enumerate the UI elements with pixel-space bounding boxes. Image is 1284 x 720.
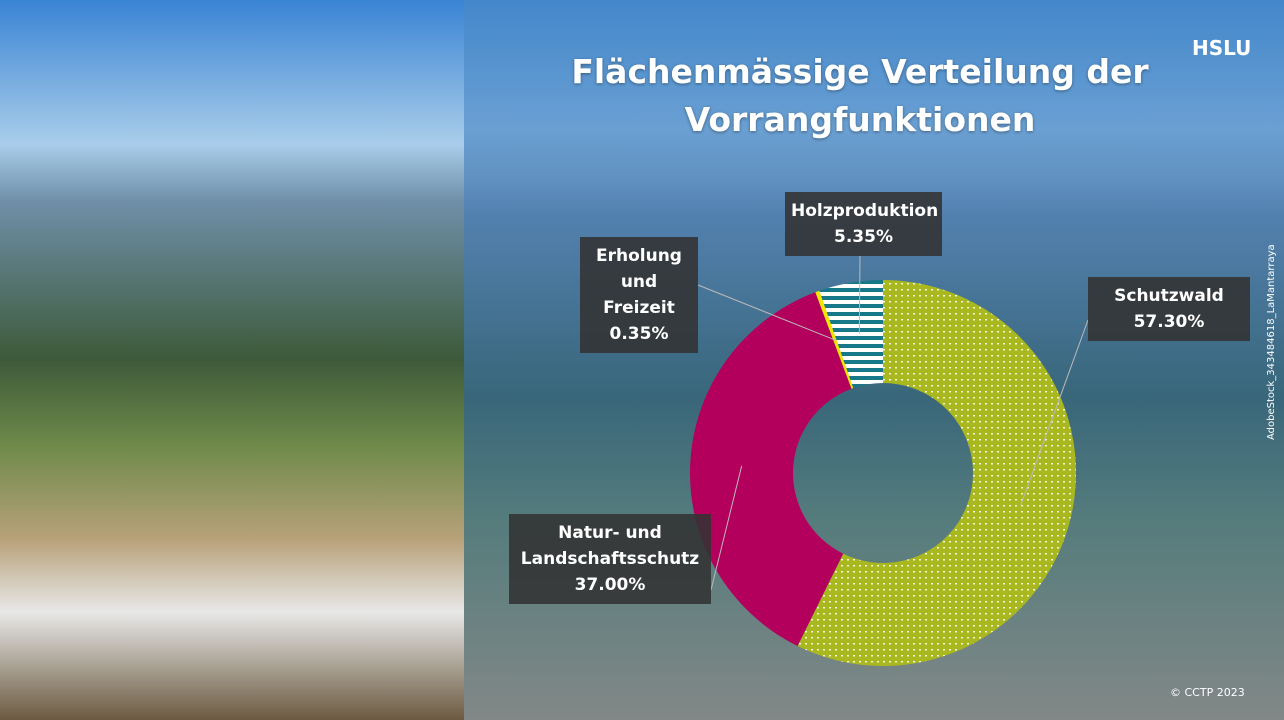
value-label: 57.30% — [1133, 312, 1205, 332]
copyright: © CCTP 2023 — [1170, 686, 1245, 699]
value-label: 5.35% — [834, 227, 893, 247]
category-label: Erholung und Freizeit — [596, 246, 682, 318]
value-label: 37.00% — [574, 575, 646, 595]
data-label: Erholung und Freizeit 0.35% — [580, 237, 698, 353]
image-credit: AdobeStock_343484618_LaMantarraya — [1266, 244, 1277, 440]
category-label: Holzproduktion — [791, 201, 939, 221]
leader-line — [1020, 319, 1089, 506]
data-label: Natur- und Landschaftsschutz 37.00% — [509, 514, 711, 604]
category-label: Natur- und Landschaftsschutz — [520, 523, 700, 569]
value-label: 0.35% — [609, 324, 669, 344]
leader-line — [697, 284, 836, 341]
category-label: Schutzwald — [1114, 286, 1224, 306]
photo — [0, 0, 464, 720]
leader-line — [858, 254, 861, 334]
data-label: Holzproduktion 5.35% — [785, 192, 942, 256]
slice — [819, 280, 883, 389]
chart-title: Flächenmässige Verteilung der Vorrangfun… — [571, 52, 1149, 139]
logo: HSLU — [1192, 36, 1252, 60]
data-label: Schutzwald 57.30% — [1088, 277, 1250, 341]
slice — [797, 280, 1076, 666]
slice — [690, 292, 852, 647]
leader-line — [710, 465, 743, 591]
